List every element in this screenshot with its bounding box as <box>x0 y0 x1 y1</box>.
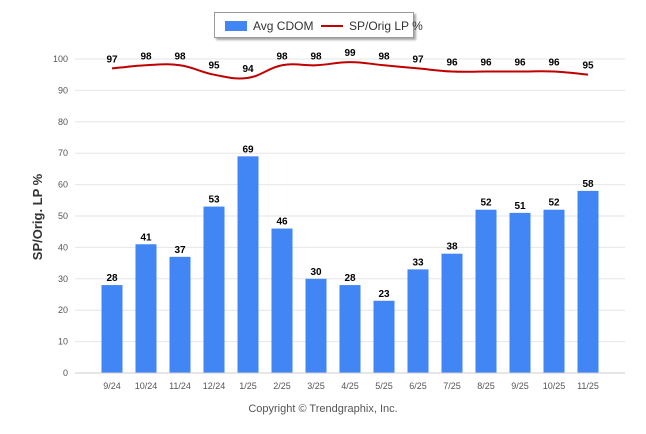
bar-data-label: 52 <box>548 198 560 209</box>
y-axis: 0 10 20 30 40 50 60 70 80 90 100 <box>53 54 68 378</box>
bar <box>203 206 225 373</box>
y-tick-label: 60 <box>58 180 68 190</box>
line-data-label: 98 <box>378 51 390 62</box>
line-data-label: 96 <box>514 58 526 69</box>
line-data-label: 96 <box>548 58 560 69</box>
y-tick-label: 20 <box>58 305 68 315</box>
line-data-label: 96 <box>446 58 458 69</box>
bar-data-label: 28 <box>106 273 118 284</box>
y-tick-label: 40 <box>58 242 68 252</box>
line-labels: 97 98 98 95 94 98 98 99 98 97 96 96 96 96 95 <box>106 48 594 75</box>
x-tick-label: 10/25 <box>543 381 566 391</box>
line-path <box>111 61 589 80</box>
bar-data-label: 28 <box>344 273 356 284</box>
bar-data-label: 37 <box>174 245 186 256</box>
x-tick-label: 12/24 <box>203 381 226 391</box>
bar-data-label: 52 <box>480 198 492 209</box>
copyright: Copyright © Trendgraphix, Inc. <box>248 403 398 415</box>
bar-data-label: 33 <box>412 257 424 268</box>
bar-labels: 28 41 37 53 69 46 30 28 23 33 38 52 51 52 58 <box>106 144 594 299</box>
y-tick-label: 30 <box>58 274 68 284</box>
bars <box>101 156 599 373</box>
legend-item-bar[interactable]: Avg CDOM <box>225 19 313 33</box>
y-tick-label: 0 <box>63 368 68 378</box>
bar-data-label: 53 <box>208 195 220 206</box>
bar-data-label: 46 <box>276 217 288 228</box>
y-tick-label: 90 <box>58 85 68 95</box>
y-tick-label: 80 <box>58 117 68 127</box>
bar <box>543 209 565 373</box>
bar <box>135 244 157 373</box>
bar-data-label: 51 <box>514 201 526 212</box>
bar <box>237 156 259 373</box>
bar <box>305 278 327 373</box>
x-tick-label: 6/25 <box>409 381 427 391</box>
x-tick-label: 11/25 <box>577 381 599 391</box>
x-tick-label: 9/25 <box>511 381 529 391</box>
y-tick-label: 50 <box>58 211 68 221</box>
y-axis-title: SP/Orig. LP % <box>30 173 45 260</box>
bar <box>101 285 123 373</box>
line-data-label: 98 <box>310 51 322 62</box>
x-tick-label: 11/24 <box>169 381 191 391</box>
legend-swatch-line <box>321 25 343 27</box>
x-tick-label: 1/25 <box>239 381 257 391</box>
bar <box>577 190 599 373</box>
line-data-label: 98 <box>140 51 152 62</box>
legend-swatch-bar <box>225 21 247 31</box>
x-tick-label: 7/25 <box>443 381 461 391</box>
line-data-label: 95 <box>582 61 594 72</box>
bar <box>271 228 293 373</box>
x-axis: 9/24 10/24 11/24 12/24 1/25 2/25 3/25 4/25 5/25 6… <box>75 372 625 391</box>
bar <box>509 212 531 373</box>
legend-item-line[interactable]: SP/Orig LP % <box>321 19 423 33</box>
x-tick-label: 2/25 <box>273 381 291 391</box>
line-data-label: 96 <box>480 58 492 69</box>
line-data-label: 98 <box>174 51 186 62</box>
x-tick-label: 5/25 <box>375 381 393 391</box>
bar-data-label: 58 <box>582 179 594 190</box>
legend: Avg CDOM SP/Orig LP % <box>214 12 423 38</box>
bar <box>475 209 497 373</box>
y-tick-label: 10 <box>58 337 68 347</box>
bar-data-label: 30 <box>310 267 322 278</box>
line-data-label: 97 <box>106 54 118 65</box>
bar-data-label: 41 <box>140 232 152 243</box>
grid <box>75 58 625 374</box>
bar-data-label: 38 <box>446 242 458 253</box>
line-data-label: 94 <box>242 64 254 75</box>
line-data-label: 95 <box>208 61 220 72</box>
y-tick-label: 100 <box>53 54 68 64</box>
legend-label-line: SP/Orig LP % <box>349 19 423 33</box>
line-series <box>111 61 589 80</box>
bar-data-label: 23 <box>378 289 390 300</box>
x-tick-label: 3/25 <box>307 381 325 391</box>
bar-data-label: 69 <box>242 144 254 155</box>
x-tick-label: 10/24 <box>135 381 158 391</box>
x-tick-label: 8/25 <box>477 381 495 391</box>
bar <box>441 253 463 373</box>
line-data-label: 99 <box>344 48 356 59</box>
bar <box>407 269 429 373</box>
x-tick-label: 9/24 <box>103 381 121 391</box>
y-tick-label: 70 <box>58 148 68 158</box>
bar <box>169 256 191 373</box>
legend-label-bar: Avg CDOM <box>253 19 314 33</box>
x-tick-label: 4/25 <box>341 381 359 391</box>
line-data-label: 98 <box>276 51 288 62</box>
bar <box>339 285 361 373</box>
bar <box>373 300 395 373</box>
line-data-label: 97 <box>412 54 424 65</box>
